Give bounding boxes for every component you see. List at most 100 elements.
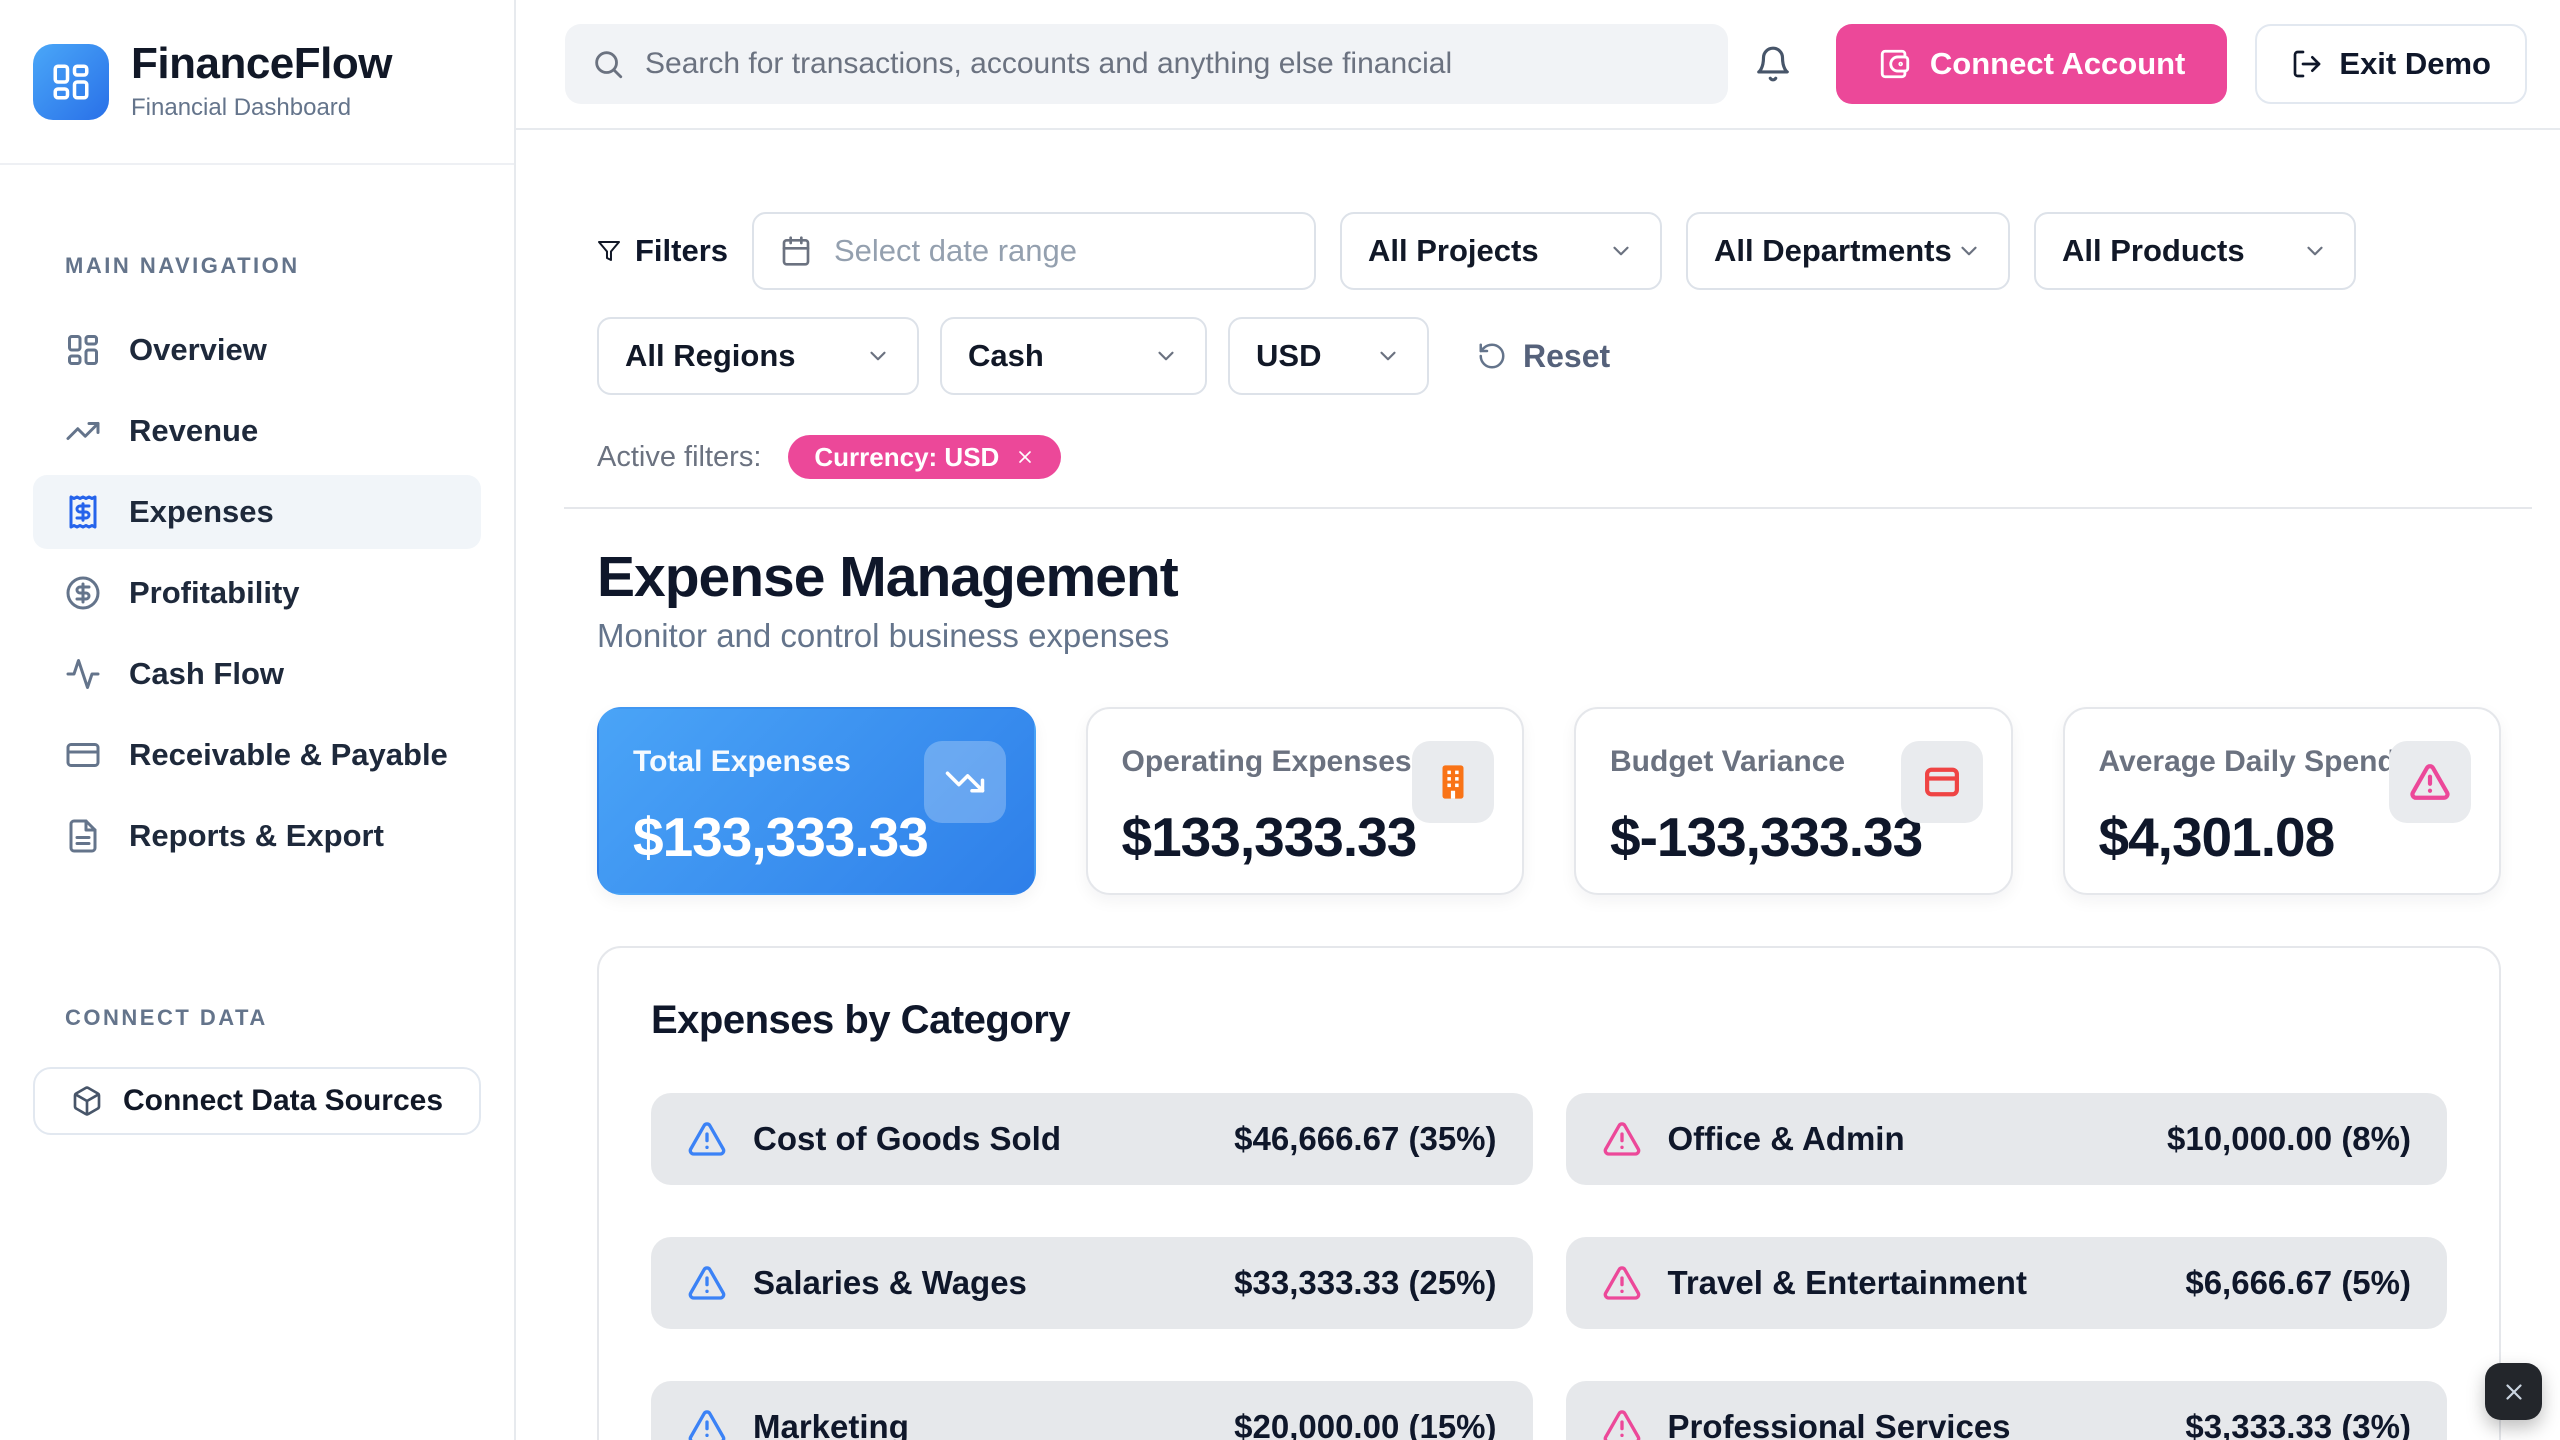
sidebar-item-label: Overview xyxy=(129,332,267,367)
credit-card-icon xyxy=(65,737,101,773)
brand-name: FinanceFlow xyxy=(131,39,392,89)
dashboard-icon xyxy=(53,64,89,99)
notifications-button[interactable] xyxy=(1754,45,1792,83)
filter-chip-currency[interactable]: Currency: USD xyxy=(788,435,1062,479)
brand-tagline: Financial Dashboard xyxy=(131,93,352,121)
alert-triangle-icon xyxy=(1603,1409,1640,1440)
sidebar-item-expenses[interactable]: Expenses xyxy=(33,475,481,549)
alert-triangle-icon xyxy=(1603,1265,1640,1300)
category-name: Professional Services xyxy=(1667,1407,2011,1440)
chevron-down-icon xyxy=(2307,246,2323,256)
main-area: Search for transactions, accounts and an… xyxy=(516,0,2560,1440)
products-select[interactable]: All Products xyxy=(2034,212,2356,290)
dashboard-icon xyxy=(65,332,101,368)
account-type-select[interactable]: Cash xyxy=(940,317,1207,395)
sidebar-item-reports-export[interactable]: Reports & Export xyxy=(33,799,481,873)
departments-select[interactable]: All Departments xyxy=(1686,212,2010,290)
sidebar-item-receivable-payable[interactable]: Receivable & Payable xyxy=(33,718,481,792)
rotate-ccw-icon xyxy=(1479,343,1505,369)
connect-account-button[interactable]: Connect Account xyxy=(1835,24,2228,104)
date-range-placeholder: Select date range xyxy=(834,233,1078,268)
credit-card-icon xyxy=(1900,740,1983,823)
filter-chip-label: Currency: USD xyxy=(814,441,1000,472)
close-icon xyxy=(2505,1383,2522,1400)
stat-card-total-expenses: Total Expenses $133,333.33 xyxy=(597,706,1036,895)
stat-value: $133,333.33 xyxy=(1121,805,1418,868)
search-placeholder: Search for transactions, accounts and an… xyxy=(645,47,1453,80)
connect-data-sources-button[interactable]: Connect Data Sources xyxy=(33,1067,481,1135)
alert-triangle-icon xyxy=(2389,740,2471,823)
category-name: Office & Admin xyxy=(1667,1119,1905,1157)
sidebar-item-label: Cash Flow xyxy=(129,656,285,691)
category-row-salaries-wages[interactable]: Salaries & Wages $33,333.33 (25%) xyxy=(651,1236,1533,1329)
exit-demo-button[interactable]: Exit Demo xyxy=(2255,24,2527,104)
currency-select[interactable]: USD xyxy=(1228,317,1429,395)
alert-triangle-icon xyxy=(1603,1121,1640,1156)
category-amount: $46,666.67 (35%) xyxy=(1234,1119,1497,1157)
category-row-cost-of-goods-sold[interactable]: Cost of Goods Sold $46,666.67 (35%) xyxy=(651,1092,1533,1185)
trending-down-icon xyxy=(923,740,1006,823)
sidebar: FinanceFlow Financial Dashboard MAIN NAV… xyxy=(0,0,516,1440)
category-row-marketing[interactable]: Marketing $20,000.00 (15%) xyxy=(651,1380,1533,1440)
trending-up-icon xyxy=(65,413,101,449)
chevron-down-icon xyxy=(870,351,886,361)
topbar: Search for transactions, accounts and an… xyxy=(516,0,2560,130)
chevron-down-icon xyxy=(1961,246,1977,256)
stat-value: $4,301.08 xyxy=(2098,805,2336,868)
sidebar-item-profitability[interactable]: Profitability xyxy=(33,556,481,630)
connect-account-label: Connect Account xyxy=(1929,46,2186,81)
sidebar-item-label: Expenses xyxy=(129,494,274,529)
page-title: Expense Management xyxy=(597,545,1179,609)
app-logo xyxy=(33,43,109,120)
category-row-office-admin[interactable]: Office & Admin $10,000.00 (8%) xyxy=(1565,1092,2447,1185)
main-navigation: Overview Revenue Expenses Profitability … xyxy=(33,313,481,873)
regions-select[interactable]: All Regions xyxy=(597,317,919,395)
filter-funnel-icon xyxy=(597,241,620,261)
category-amount: $33,333.33 (25%) xyxy=(1234,1263,1497,1301)
log-out-icon xyxy=(2294,50,2321,78)
sidebar-item-revenue[interactable]: Revenue xyxy=(33,394,481,468)
bell-icon xyxy=(1757,46,1789,82)
stat-card-operating-expenses: Operating Expenses $133,333.33 xyxy=(1085,706,1524,895)
category-row-travel-entertainment[interactable]: Travel & Entertainment $6,666.67 (5%) xyxy=(1565,1236,2447,1329)
sidebar-item-label: Profitability xyxy=(129,575,300,610)
activity-icon xyxy=(65,656,101,692)
active-filters-label: Active filters: xyxy=(597,440,762,473)
connect-data-label: CONNECT DATA xyxy=(65,1005,268,1030)
page-subtitle: Monitor and control business expenses xyxy=(597,616,1170,654)
stat-label: Average Daily Spend xyxy=(2098,744,2396,778)
date-range-input[interactable]: Select date range xyxy=(752,212,1316,290)
wallet-icon xyxy=(1880,49,1910,79)
expense-management-section: Expense Management Monitor and control b… xyxy=(564,545,2532,1440)
active-filters-row: Active filters: Currency: USD xyxy=(597,435,2496,479)
stat-value: $133,333.33 xyxy=(633,805,929,868)
package-icon xyxy=(73,1086,101,1116)
content-area: Filters Select date range All Projects A… xyxy=(516,130,2560,1440)
alert-triangle-icon xyxy=(688,1121,726,1156)
sidebar-item-overview[interactable]: Overview xyxy=(33,313,481,387)
category-grid: Cost of Goods Sold $46,666.67 (35%) Offi… xyxy=(651,1092,2447,1440)
sidebar-item-cash-flow[interactable]: Cash Flow xyxy=(33,637,481,711)
remove-chip-icon[interactable] xyxy=(1015,447,1035,467)
dollar-circle-icon xyxy=(65,575,101,611)
category-amount: $10,000.00 (8%) xyxy=(2166,1119,2411,1157)
file-text-icon xyxy=(65,818,101,854)
category-name: Salaries & Wages xyxy=(753,1263,1027,1301)
category-name: Cost of Goods Sold xyxy=(753,1119,1061,1157)
close-button[interactable] xyxy=(2485,1363,2542,1420)
stat-label: Budget Variance xyxy=(1610,744,1846,778)
stat-card-average-daily-spend: Average Daily Spend $4,301.08 xyxy=(2062,706,2501,895)
reset-filters-button[interactable]: Reset xyxy=(1477,338,1610,375)
receipt-icon xyxy=(65,494,101,530)
projects-select[interactable]: All Projects xyxy=(1340,212,1662,290)
expenses-by-category-card: Expenses by Category Cost of Goods Sold … xyxy=(597,945,2501,1440)
alert-triangle-icon xyxy=(688,1409,726,1440)
search-icon xyxy=(595,51,623,79)
search-input[interactable]: Search for transactions, accounts and an… xyxy=(565,24,1728,104)
category-amount: $3,333.33 (3%) xyxy=(2185,1407,2411,1440)
category-row-professional-services[interactable]: Professional Services $3,333.33 (3%) xyxy=(1565,1380,2447,1440)
stats-grid: Total Expenses $133,333.33 Operating Exp… xyxy=(597,706,2501,895)
exit-demo-label: Exit Demo xyxy=(2339,46,2491,81)
category-name: Travel & Entertainment xyxy=(1667,1263,2027,1301)
